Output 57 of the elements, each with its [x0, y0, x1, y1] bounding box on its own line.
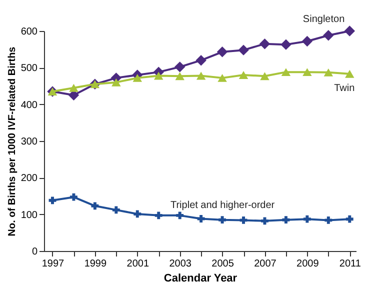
point — [238, 44, 249, 56]
point — [280, 39, 292, 50]
point — [261, 217, 268, 225]
point — [196, 72, 206, 80]
series-label: Triplet and higher-order — [170, 200, 276, 212]
point — [344, 26, 355, 36]
x-tick-label: 2011 — [339, 258, 362, 270]
point — [345, 70, 354, 78]
y-axis-title: No. of Births per 1000 IVF-related Births — [6, 46, 18, 236]
point — [240, 216, 248, 224]
y-tick-label: 100 — [20, 210, 38, 221]
point — [70, 193, 78, 201]
point — [176, 212, 184, 220]
point — [196, 54, 206, 66]
point — [174, 62, 186, 72]
point — [112, 78, 121, 86]
point — [218, 74, 227, 82]
point — [238, 71, 248, 79]
y-tick-label: 600 — [20, 26, 38, 38]
point — [323, 30, 334, 41]
x-tick-label: 2009 — [296, 258, 320, 270]
point — [154, 72, 164, 80]
y-tick-label: 300 — [20, 136, 38, 148]
point — [197, 215, 205, 222]
point — [216, 46, 228, 58]
point — [69, 84, 78, 92]
series-label: Twin — [334, 82, 355, 94]
point — [281, 68, 291, 76]
point — [302, 68, 312, 76]
y-tick-label: 400 — [20, 100, 38, 111]
point — [324, 68, 334, 76]
x-axis-title: Calendar Year — [164, 272, 238, 284]
point — [260, 72, 270, 80]
point — [324, 216, 332, 224]
y-tick-label: 200 — [20, 173, 38, 184]
point — [175, 72, 184, 80]
point — [134, 210, 142, 218]
y-tick-label: 500 — [20, 63, 38, 74]
point — [259, 38, 270, 50]
point — [132, 74, 142, 82]
series-label: Singleton — [302, 14, 345, 25]
point — [346, 215, 354, 223]
point — [48, 196, 56, 204]
x-tick-label: 2007 — [254, 258, 277, 270]
x-tick-label: 2003 — [169, 258, 192, 270]
x-tick-label: 1999 — [84, 258, 107, 270]
point — [91, 202, 99, 210]
x-tick-label: 1997 — [42, 258, 65, 270]
point — [302, 36, 313, 47]
point — [112, 206, 120, 214]
x-tick-label: 2005 — [212, 258, 234, 270]
y-tick-label: 0 — [32, 246, 38, 258]
point — [282, 216, 290, 224]
point — [303, 215, 311, 223]
point — [218, 216, 226, 224]
x-tick-label: 2001 — [126, 258, 150, 270]
point — [154, 212, 162, 220]
